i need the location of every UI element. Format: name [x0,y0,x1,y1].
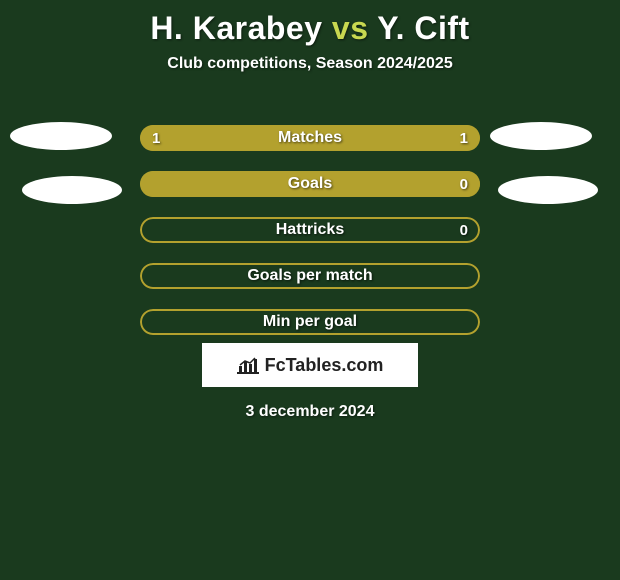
stats-chart: Matches11Goals0Hattricks0Goals per match… [0,103,620,343]
branding-badge: FcTables.com [202,343,418,387]
stat-value-left: 1 [152,125,160,151]
stat-label: Goals [140,171,480,197]
stat-row: Hattricks0 [140,217,480,243]
stat-row: Goals0 [140,171,480,197]
player2-name: Y. Cift [377,10,469,46]
stat-label: Hattricks [140,217,480,243]
stat-value-right: 0 [460,171,468,197]
comparison-title: H. Karabey vs Y. Cift [0,0,620,47]
stat-label: Min per goal [140,309,480,335]
player1-marker-2 [22,176,122,204]
stat-label: Matches [140,125,480,151]
player1-marker-1 [10,122,112,150]
stat-value-right: 1 [460,125,468,151]
stat-label: Goals per match [140,263,480,289]
stat-row: Min per goal [140,309,480,335]
chart-icon [237,356,259,374]
date-label: 3 december 2024 [0,403,620,421]
branding-text: FcTables.com [265,355,384,376]
vs-label: vs [332,10,369,46]
stat-value-right: 0 [460,217,468,243]
stat-row: Matches1 1 [140,125,480,151]
player2-marker-2 [498,176,598,204]
stat-row: Goals per match [140,263,480,289]
subtitle: Club competitions, Season 2024/2025 [0,55,620,73]
player2-marker-1 [490,122,592,150]
player1-name: H. Karabey [150,10,322,46]
